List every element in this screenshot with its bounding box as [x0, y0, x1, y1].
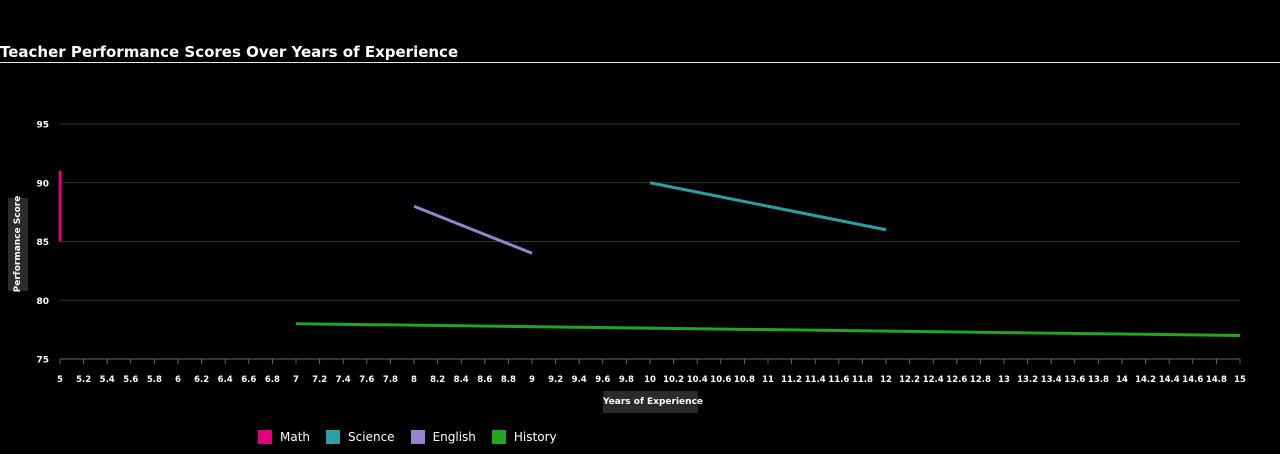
- x-tick-label-6.4: 6.4: [218, 375, 233, 385]
- x-tick-label-5.6: 5.6: [123, 375, 138, 385]
- x-tick-label-7.4: 7.4: [336, 375, 351, 385]
- x-tick-label-14.4: 14.4: [1159, 375, 1180, 385]
- y-tick-label-80: 80: [36, 297, 49, 307]
- legend-swatch-science: [326, 430, 341, 444]
- y-tick-label-90: 90: [36, 179, 49, 189]
- x-tick-label-5: 5: [57, 375, 63, 385]
- series-line-history: [295, 322, 1241, 337]
- x-tick-label-12: 12: [880, 375, 892, 385]
- x-tick-label-12.2: 12.2: [899, 375, 920, 385]
- legend-swatch-math: [258, 430, 272, 444]
- y-tick-labels: 75 80 85 90 95: [36, 121, 49, 366]
- y-axis-label: Performance Score: [13, 195, 23, 293]
- legend-swatch-english: [410, 430, 425, 444]
- x-tick-label-5.2: 5.2: [76, 375, 91, 385]
- x-tick-label-9.6: 9.6: [595, 375, 610, 385]
- legend-swatch-history: [491, 430, 506, 444]
- legend-item-math[interactable]: Math: [258, 430, 310, 444]
- x-tick-label-11.8: 11.8: [852, 375, 873, 385]
- x-tick-label-6.2: 6.2: [194, 375, 209, 385]
- series-line-science: [649, 181, 887, 232]
- x-tick-label-12.6: 12.6: [946, 375, 967, 385]
- x-tick-label-5.8: 5.8: [147, 375, 162, 385]
- x-tick-label-6: 6: [175, 375, 181, 385]
- x-tick-labels: 5 5.2 5.4 5.6 5.8 6 6.2 6.4 6.6 6.8 7 7.2 7.4 7.6 7.8 8…: [57, 359, 1246, 385]
- legend-label-science: Science: [348, 430, 395, 444]
- x-tick-label-8.6: 8.6: [477, 375, 492, 385]
- x-tick-label-7.8: 7.8: [383, 375, 398, 385]
- x-tick-label-15: 15: [1234, 375, 1246, 385]
- x-tick-label-12.4: 12.4: [923, 375, 944, 385]
- x-tick-label-14.8: 14.8: [1206, 375, 1227, 385]
- x-tick-label-7.6: 7.6: [359, 375, 374, 385]
- x-tick-label-8.8: 8.8: [501, 375, 516, 385]
- x-tick-label-13.6: 13.6: [1064, 375, 1085, 385]
- x-tick-label-8.4: 8.4: [454, 375, 469, 385]
- x-tick-label-9.8: 9.8: [619, 375, 634, 385]
- legend-item-english[interactable]: English: [410, 430, 476, 444]
- x-tick-label-6.6: 6.6: [241, 375, 256, 385]
- x-tick-label-8.2: 8.2: [430, 375, 445, 385]
- chart-title: Teacher Performance Scores Over Years of…: [0, 43, 1280, 63]
- x-tick-label-12.8: 12.8: [970, 375, 991, 385]
- x-tick-label-9: 9: [529, 375, 535, 385]
- x-tick-label-11.2: 11.2: [781, 375, 802, 385]
- x-tick-label-13.8: 13.8: [1088, 375, 1109, 385]
- x-tick-label-7: 7: [293, 375, 299, 385]
- x-axis-label: Years of Experience: [603, 391, 703, 413]
- x-tick-label-6.8: 6.8: [265, 375, 280, 385]
- legend-label-math: Math: [280, 430, 311, 444]
- x-tick-label-10.8: 10.8: [734, 375, 755, 385]
- x-tick-label-14.2: 14.2: [1135, 375, 1156, 385]
- x-tick-label-14: 14: [1116, 375, 1128, 385]
- x-tick-label-7.2: 7.2: [312, 375, 327, 385]
- x-tick-label-9.4: 9.4: [572, 375, 587, 385]
- y-axis-label-box: [8, 198, 28, 291]
- x-tick-label-10.2: 10.2: [663, 375, 684, 385]
- legend-item-history[interactable]: History: [491, 430, 557, 444]
- y-tick-label-95: 95: [36, 121, 49, 131]
- y-tick-label-85: 85: [36, 238, 49, 248]
- grid-lines: [60, 123, 1240, 360]
- x-tick-label-9.2: 9.2: [548, 375, 563, 385]
- x-tick-label-11: 11: [762, 375, 774, 385]
- series-lines: [58, 171, 1241, 337]
- x-tick-label-11.6: 11.6: [828, 375, 849, 385]
- y-tick-label-75: 75: [36, 356, 49, 366]
- x-tick-label-14.6: 14.6: [1182, 375, 1203, 385]
- x-tick-label-13.2: 13.2: [1017, 375, 1038, 385]
- x-tick-label-10.4: 10.4: [687, 375, 708, 385]
- legend-label-history: History: [513, 430, 557, 444]
- series-line-english: [413, 204, 533, 255]
- x-tick-label-13.4: 13.4: [1041, 375, 1062, 385]
- x-tick-label-5.4: 5.4: [100, 375, 115, 385]
- legend-label-english: English: [432, 430, 476, 444]
- x-tick-label-11.4: 11.4: [805, 375, 826, 385]
- x-tick-label-10.6: 10.6: [710, 375, 731, 385]
- legend: Math Science English History: [258, 430, 557, 444]
- legend-item-science[interactable]: Science: [326, 430, 395, 444]
- x-tick-label-13: 13: [998, 375, 1010, 385]
- x-tick-label-10: 10: [644, 375, 656, 385]
- x-tick-label-8: 8: [411, 375, 417, 385]
